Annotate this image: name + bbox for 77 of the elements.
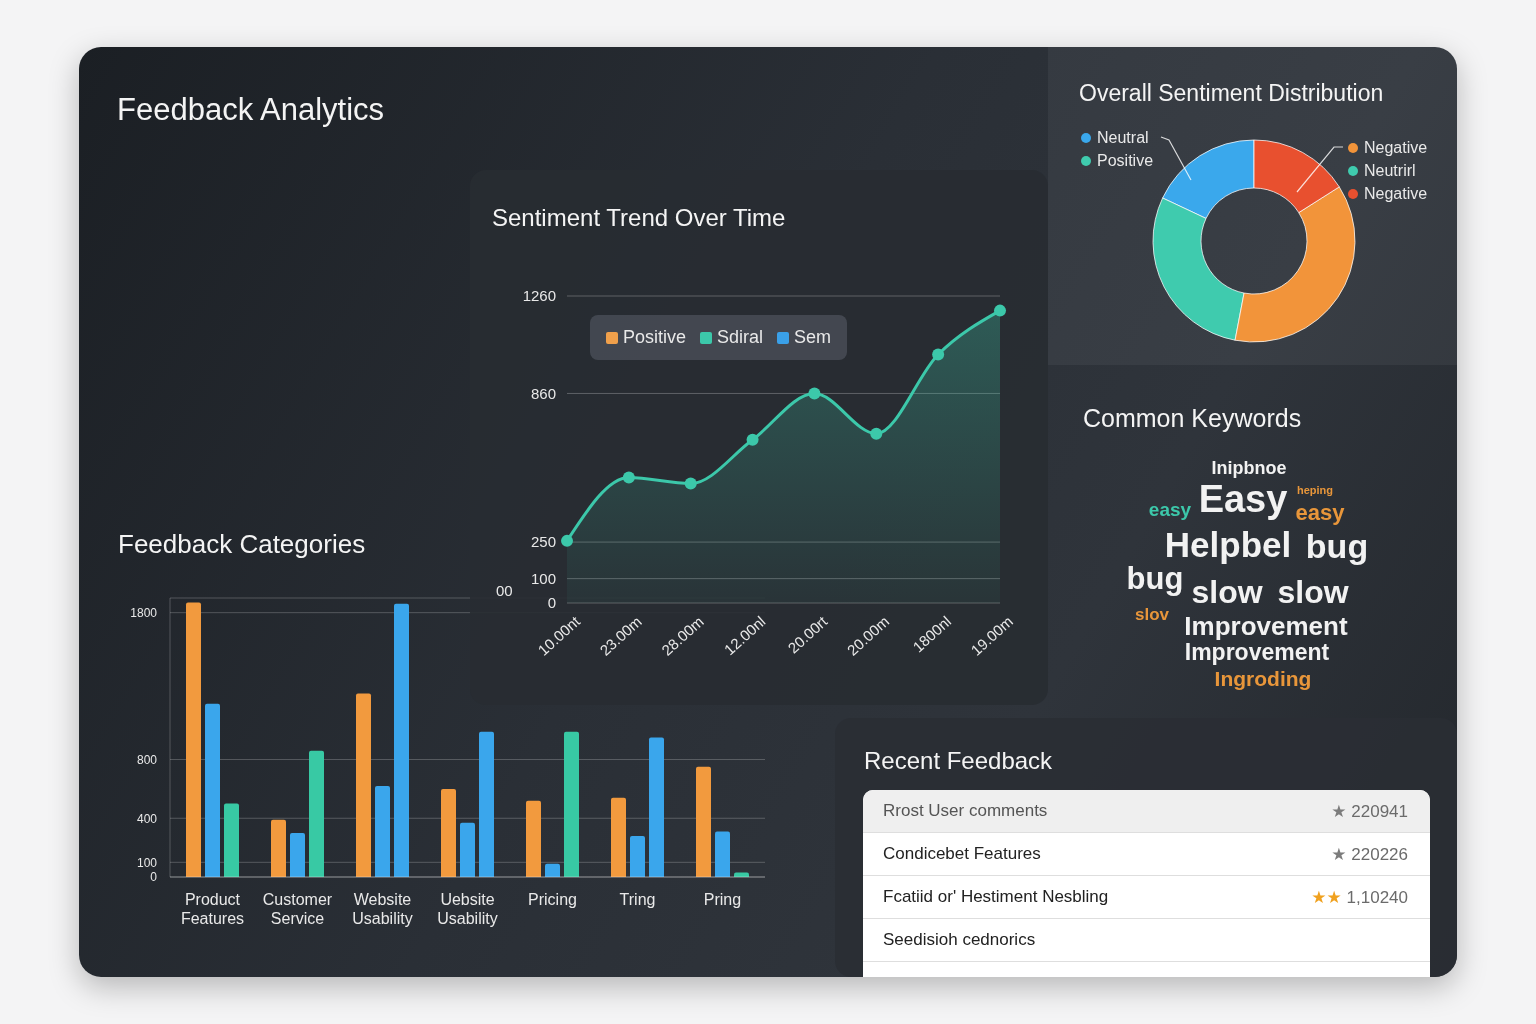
x-tick-label: Customer Service [262,891,333,927]
point [622,471,635,484]
legend-label: Neutral [1097,128,1149,147]
text: slow [1277,574,1349,610]
text: Recent Feedback [864,747,1053,775]
category-label: Seedisioh cednorics [883,930,1036,950]
y-tick-label: 100 [136,855,158,870]
category-label: Condicebet Features [883,844,1041,864]
bar [356,693,371,877]
legend-label: Sdiral [717,327,764,348]
chart-title: Sentiment Trend Over Time [492,204,786,232]
text: ★★ 1,10240 [1311,887,1408,907]
text: Common Keywords [1083,404,1302,433]
category-label: Fcatiid or' Hestiment Nesbling [883,887,1109,907]
point [870,427,883,440]
x-tick-label: Product Features [180,891,245,927]
chart-title: Feedback Categories [118,529,366,560]
text: ★ 220941 [1331,801,1408,821]
annotation: 00 [496,582,513,599]
y-tick-label: 100 [530,569,556,587]
legend-label: Negative [1364,138,1428,157]
legend-label: Sem [794,327,832,348]
y-tick-label: 800 [136,752,158,767]
text: Improvement [1184,639,1330,665]
bar [224,803,239,877]
bar [460,822,475,877]
text: bug [1305,527,1369,565]
x-tick-label: Uebsite Usability [437,891,498,927]
bar [564,731,579,877]
legend-label: Positive [1097,151,1154,170]
bar [205,703,220,877]
legend-label: Neutrirl [1364,161,1416,180]
bar [715,831,730,877]
y-tick-label: 1800 [130,605,158,620]
text: Inipbnoe [1211,458,1287,478]
bar [545,863,560,877]
text: slov [1134,604,1170,624]
legend-label: Positive [623,327,687,348]
y-tick-label: 860 [530,384,556,402]
bar [630,835,645,877]
category-label: Rrost User comments [883,801,1048,821]
bar [526,800,541,877]
y-tick-label: 0 [547,594,556,612]
text: easy [1295,499,1346,525]
text: slow [1191,574,1263,610]
text: Improvement [1184,611,1348,641]
text: Ingroding [1214,666,1312,690]
text: heping [1296,484,1334,496]
bar [734,872,749,877]
point [994,304,1006,317]
y-tick-label: 400 [136,811,158,826]
bar [441,788,456,877]
x-tick-label: Tring [619,891,656,908]
point [684,477,697,490]
chart-title: Overall Sentiment Distribution [1079,80,1384,107]
y-tick-label: 1260 [522,287,556,305]
bar [611,797,626,877]
text: ★ 220226 [1331,844,1408,864]
point [561,534,573,547]
y-tick-label: 250 [530,533,556,551]
x-tick-label: Pricing [528,891,577,908]
x-tick-label: Pring [703,891,742,908]
x-tick-label: Website Usability [352,891,413,927]
bar [696,766,711,877]
text: easy [1148,498,1192,520]
legend-label: Negative [1364,184,1428,203]
y-tick-label: 0 [150,870,158,885]
point [746,433,759,446]
point [808,387,821,400]
point [932,348,945,361]
text: Feedback Analytics [117,92,385,128]
bar [375,785,390,877]
bar [271,819,286,877]
bar [290,832,305,877]
text: Easy [1198,478,1288,520]
bar [309,750,324,877]
bar [186,602,201,877]
